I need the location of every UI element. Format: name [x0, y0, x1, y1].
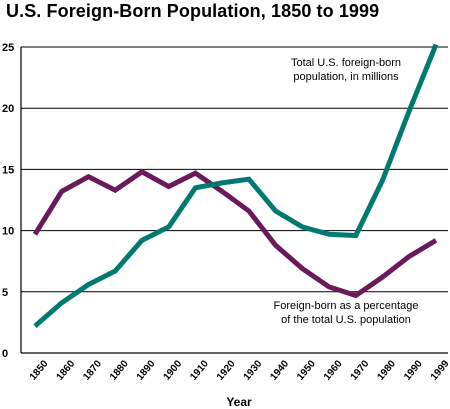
x-tick-label: 1880	[108, 358, 131, 382]
annotation-line: population, in millions	[293, 71, 399, 83]
x-tick-label: 1980	[375, 358, 398, 382]
x-tick-label: 1920	[215, 358, 238, 382]
x-tick-label: 1900	[161, 358, 184, 382]
y-tick-label: 5	[2, 287, 8, 299]
x-tick-label: 1870	[81, 358, 104, 382]
y-tick-label: 15	[2, 164, 14, 176]
x-tick-label: 1960	[322, 358, 345, 382]
series-lines	[32, 43, 439, 328]
y-tick-label: 0	[2, 348, 8, 360]
x-tick-label: 1990	[402, 358, 425, 382]
annotation-line: Total U.S. foreign-born	[291, 57, 401, 69]
series-line-1	[33, 43, 439, 328]
y-tick-label: 20	[2, 103, 14, 115]
annotations: Total U.S. foreign-born population, in mi…	[274, 57, 419, 326]
x-tick-label: 1930	[242, 358, 265, 382]
x-axis-title: Year	[226, 395, 252, 409]
axes	[20, 47, 448, 354]
x-tick-label: 1970	[349, 358, 372, 382]
x-tick-label: 1860	[55, 358, 78, 382]
annotation-line: Foreign-born as a percentage	[274, 300, 419, 312]
series-annotation-0: Foreign-born as a percentage of the total…	[274, 300, 419, 326]
gridlines	[21, 46, 448, 293]
x-tick-label: 1850	[28, 358, 51, 382]
y-tick-label: 10	[2, 226, 14, 238]
x-tick-label: 1910	[188, 358, 211, 382]
annotation-line: of the total U.S. population	[281, 314, 411, 326]
x-tick-label: 1999	[429, 358, 450, 382]
x-tick-label: 1950	[295, 358, 318, 382]
series-line-0	[32, 168, 438, 299]
y-tick-label: 25	[2, 42, 14, 54]
chart-title: U.S. Foreign-Born Population, 1850 to 19…	[6, 1, 380, 21]
x-tick-label: 1940	[268, 358, 291, 382]
x-tick-label: 1890	[135, 358, 158, 382]
series-annotation-1: Total U.S. foreign-born population, in mi…	[291, 57, 401, 83]
